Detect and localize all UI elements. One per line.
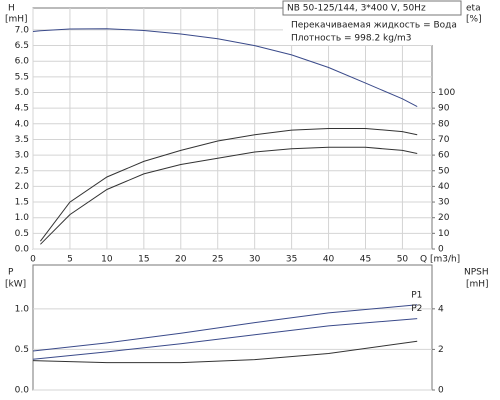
y-tick-label: 4.0 (15, 119, 30, 129)
y-tick-label: 0.5 (15, 229, 29, 239)
y2-tick-label: 60 (438, 151, 450, 161)
y2-tick-label: 20 (438, 213, 450, 223)
y2-tick-label: 2 (438, 345, 444, 355)
y-tick-label: 6.5 (15, 41, 29, 51)
y-tick-label: 5.5 (15, 72, 29, 82)
curve (32, 28, 418, 108)
curve (32, 304, 418, 352)
y-tick-label: 0.0 (15, 245, 30, 255)
y-tick-label: 2.0 (15, 182, 30, 192)
y2-label: eta (466, 4, 481, 14)
series-label: P2 (411, 304, 422, 314)
info-background (283, 1, 461, 45)
info-line: Плотность = 998.2 kg/m3 (291, 34, 412, 44)
y-unit: [mH] (5, 15, 28, 25)
curve (32, 318, 418, 360)
y2-label: NPSH (464, 268, 489, 278)
series-label: P1 (411, 290, 422, 300)
y2-tick-label: 70 (438, 135, 450, 145)
x-tick-label: 5 (67, 255, 73, 265)
y2-tick-label: 10 (438, 229, 450, 239)
x-tick-label: 35 (286, 255, 297, 265)
bottom-frame (32, 264, 433, 391)
y-tick-label: 0.5 (15, 345, 29, 355)
y2-tick-label: 30 (438, 198, 450, 208)
x-tick-label: 50 (397, 255, 409, 265)
y2-tick-label: 0 (438, 386, 444, 396)
y-label: P (8, 268, 14, 278)
y2-tick-label: 0 (438, 245, 444, 255)
y2-tick-label: 80 (438, 119, 450, 129)
y-tick-label: 0.0 (15, 386, 30, 396)
y-tick-label: 1.5 (15, 198, 29, 208)
curve (40, 128, 418, 242)
y-tick-label: 5.0 (15, 88, 30, 98)
y-tick-label: 2.5 (15, 166, 29, 176)
y2-tick-label: 50 (438, 166, 450, 176)
x-tick-label: 30 (249, 255, 261, 265)
plot-layer: 0.0 0.5 1.0 1.5 2.0 2.5 3.0 3.5 4.0 4.5 5.0 5.5 6.0 6… (15, 8, 455, 396)
y-label: H (8, 4, 15, 14)
y-unit: [kW] (5, 280, 26, 290)
info-box (282, 0, 462, 16)
x-tick-label: 20 (175, 255, 187, 265)
x-tick-label: 0 (30, 255, 36, 265)
y-tick-label: 7.0 (15, 25, 30, 35)
y-tick-label: 3.0 (15, 151, 30, 161)
y2-unit: [%] (466, 15, 482, 25)
y-tick-label: 6.0 (15, 57, 30, 67)
y-tick-label: 3.5 (15, 135, 29, 145)
y2-tick-label: 40 (438, 182, 450, 192)
y2-tick-label: 90 (438, 104, 450, 114)
y2-tick-label: 100 (438, 88, 455, 98)
x-tick-label: 10 (101, 255, 113, 265)
x-tick-label: 15 (138, 255, 149, 265)
x-tick-label: 45 (360, 255, 371, 265)
info-line: NB 50-125/144, 3*400 V, 50Hz (287, 4, 426, 14)
y2-unit: [mH] (466, 280, 489, 290)
curve (40, 146, 418, 245)
x-tick-label: 40 (323, 255, 335, 265)
y-tick-label: 1.0 (15, 213, 30, 223)
curve (32, 340, 418, 364)
y2-tick-label: 4 (438, 304, 444, 314)
info-line: Перекачиваемая жидкость = Вода (291, 21, 457, 31)
y-tick-label: 1.0 (15, 304, 30, 314)
x-label: Q [m3/h] (420, 255, 460, 265)
x-tick-label: 25 (212, 255, 223, 265)
y-tick-label: 4.5 (15, 104, 29, 114)
